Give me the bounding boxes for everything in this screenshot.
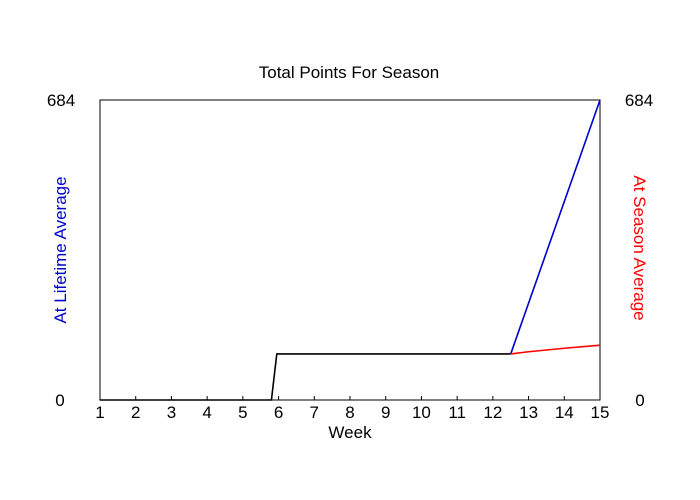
series-layer bbox=[100, 99, 601, 401]
x-tick-label: 5 bbox=[238, 403, 247, 422]
x-tick-label: 12 bbox=[483, 403, 502, 422]
y-axis-ticks: 0 684 0 684 bbox=[47, 91, 653, 410]
y-tick-label-right: 684 bbox=[625, 91, 653, 110]
x-tick-label: 6 bbox=[274, 403, 283, 422]
x-tick-label: 4 bbox=[202, 403, 211, 422]
x-tick-label: 3 bbox=[167, 403, 176, 422]
chart-title: Total Points For Season bbox=[259, 63, 439, 82]
x-tick-label: 9 bbox=[381, 403, 390, 422]
x-axis-label: Week bbox=[328, 423, 372, 442]
series-line-0 bbox=[100, 353, 511, 401]
x-tick-label: 10 bbox=[412, 403, 431, 422]
y-tick-label-right: 0 bbox=[635, 391, 644, 410]
y-axis-label-right: At Season Average bbox=[630, 175, 649, 320]
y-tick-label-left: 684 bbox=[47, 91, 75, 110]
x-tick-label: 7 bbox=[310, 403, 319, 422]
x-tick-label: 2 bbox=[131, 403, 140, 422]
y-tick-label-left: 0 bbox=[55, 391, 64, 410]
x-tick-label: 1 bbox=[95, 403, 104, 422]
x-tick-label: 14 bbox=[555, 403, 574, 422]
series-line-1 bbox=[509, 99, 601, 355]
x-axis-ticks: 1 2 3 4 5 6 7 8 9 10 11 12 13 14 15 bbox=[95, 396, 609, 422]
x-tick-label: 11 bbox=[448, 403, 466, 422]
y-axis-label-left: At Lifetime Average bbox=[51, 176, 70, 323]
x-tick-label: 8 bbox=[345, 403, 354, 422]
series-line-2 bbox=[510, 344, 601, 355]
plot-area bbox=[99, 99, 601, 401]
x-tick-label: 13 bbox=[519, 403, 538, 422]
x-tick-label: 15 bbox=[591, 403, 610, 422]
